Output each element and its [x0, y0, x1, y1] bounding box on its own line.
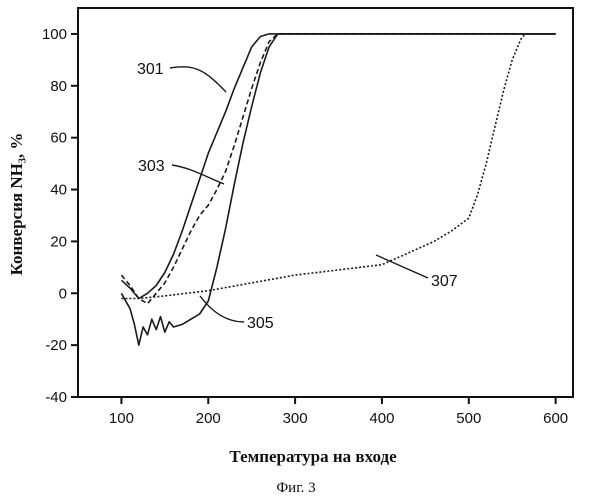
- label-305: 305: [247, 315, 274, 332]
- x-tick-label-600: 600: [543, 410, 568, 427]
- label-307: 307: [431, 273, 458, 290]
- y-tick-label-80: 80: [50, 78, 67, 95]
- y-axis-title: Конверсия NH₃, %: [7, 133, 26, 276]
- y-tick-label--20: -20: [45, 337, 67, 354]
- y-tick-label-20: 20: [50, 233, 67, 250]
- x-tick-label-300: 300: [283, 410, 308, 427]
- x-tick-label-400: 400: [369, 410, 394, 427]
- x-tick-label-100: 100: [109, 410, 134, 427]
- figure-caption: Фиг. 3: [276, 480, 315, 496]
- label-303: 303: [138, 158, 165, 175]
- x-axis-title: Температура на входе: [229, 447, 397, 466]
- x-tick-label-500: 500: [456, 410, 481, 427]
- y-tick-label-40: 40: [50, 182, 67, 199]
- y-tick-label-0: 0: [59, 285, 67, 302]
- x-tick-label-200: 200: [196, 410, 221, 427]
- label-301: 301: [137, 61, 164, 78]
- y-tick-label-100: 100: [42, 26, 67, 43]
- y-tick-label--40: -40: [45, 389, 67, 406]
- y-tick-label-60: 60: [50, 130, 67, 147]
